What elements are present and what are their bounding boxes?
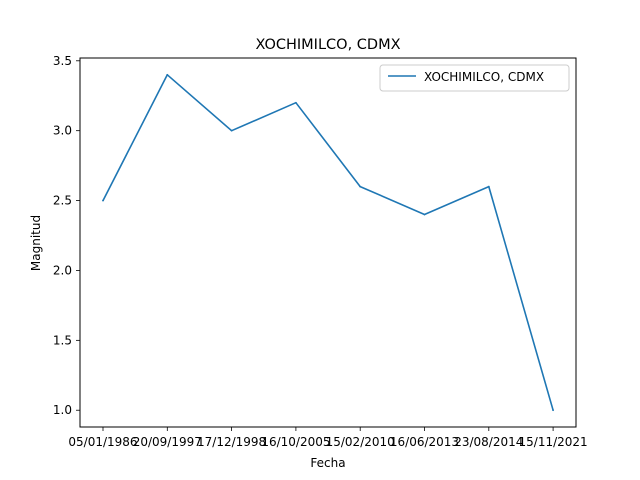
x-tick-label: 16/06/2013 [390,435,459,449]
data-point [552,409,554,412]
legend: XOCHIMILCO, CDMX [379,64,570,92]
x-tick-label: 05/01/1986 [68,435,137,449]
data-point [166,73,169,76]
data-point [102,199,104,202]
x-tick-label: 16/10/2005 [261,435,330,449]
legend-label: XOCHIMILCO, CDMX [424,70,544,84]
y-tick-label: 3.0 [53,124,72,138]
x-axis-label: Fecha [310,456,345,470]
x-tick-label: 15/02/2010 [326,435,395,449]
x-tick-label: 15/11/2021 [519,435,588,449]
y-tick-label: 3.5 [53,54,72,68]
x-tick-label: 23/08/2014 [454,435,523,449]
series-line [102,74,554,411]
data-point [423,213,426,216]
y-tick-label: 1.5 [53,333,72,347]
x-tick-label: 20/09/1997 [133,435,202,449]
legend-box [379,64,570,92]
y-tick-label: 2.5 [53,194,72,208]
y-tick-label: 2.0 [53,263,72,277]
plot-frame [79,57,577,428]
series-lines [102,73,554,412]
y-axis-label: Magnitud [29,215,43,271]
data-point [487,185,490,188]
chart-title: XOCHIMILCO, CDMX [255,37,400,53]
y-tick-label: 1.0 [53,403,72,417]
data-point [359,185,362,188]
plot-background [80,58,576,427]
data-point [295,101,297,104]
data-point [230,129,233,132]
axis-ticks: 05/01/198620/09/199717/12/199816/10/2005… [53,54,588,449]
x-tick-label: 17/12/1998 [197,435,266,449]
